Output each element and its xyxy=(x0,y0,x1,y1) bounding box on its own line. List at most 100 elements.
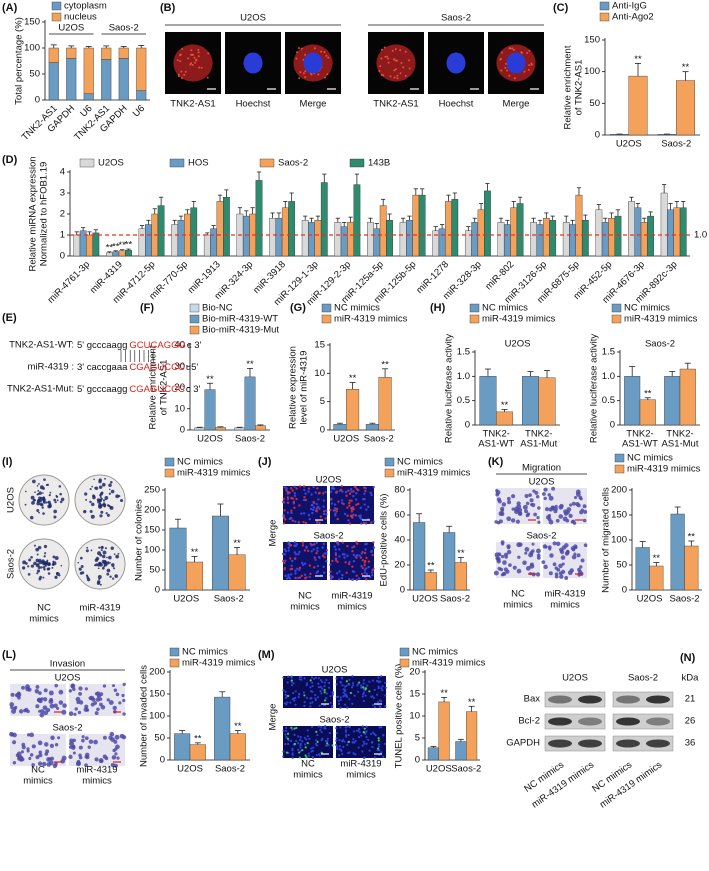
image-dot xyxy=(98,504,102,509)
error-bar xyxy=(531,217,536,223)
image-dot xyxy=(313,47,316,50)
image-dot xyxy=(371,731,375,734)
image-dot xyxy=(288,542,291,545)
image-dot xyxy=(361,750,364,753)
error-bar xyxy=(433,226,438,231)
image-dot xyxy=(297,553,300,556)
image-dot xyxy=(321,554,325,557)
legend-label: miR-4319 mimics xyxy=(412,658,486,669)
image-dot xyxy=(404,74,407,77)
image-dot xyxy=(37,489,40,492)
bar xyxy=(333,424,347,431)
significance: ** xyxy=(440,688,448,699)
image-dot xyxy=(297,47,300,50)
image-dot xyxy=(347,489,350,492)
bar xyxy=(171,224,179,257)
nucleus xyxy=(446,52,466,74)
error-bar xyxy=(172,219,177,225)
column-label: NC xyxy=(31,765,45,776)
image-dot xyxy=(384,694,387,697)
image-dot xyxy=(286,498,290,501)
y-tick-label: 0.5 xyxy=(457,395,470,406)
y-tick-label: 100 xyxy=(611,535,627,546)
image-dot xyxy=(302,512,306,515)
image-dot xyxy=(339,488,343,491)
image-dot xyxy=(287,694,290,698)
image-dot xyxy=(525,566,531,571)
image-dot xyxy=(303,573,307,576)
image-dot xyxy=(41,761,47,767)
y-tick-label: 0.5 xyxy=(602,395,615,406)
significance: ** xyxy=(206,374,214,385)
image-dot xyxy=(32,498,36,502)
image-dot xyxy=(49,743,55,749)
image-dot xyxy=(296,51,299,54)
image-dot xyxy=(570,546,576,551)
image-dot xyxy=(316,696,320,699)
image-dot xyxy=(341,740,344,743)
bar xyxy=(254,425,266,431)
image-dot xyxy=(119,733,125,739)
image-dot xyxy=(506,544,511,549)
image-dot xyxy=(42,492,44,494)
legend-label: NC mimics xyxy=(334,303,380,314)
bar xyxy=(614,215,622,257)
image-dot xyxy=(369,521,373,525)
error-bar xyxy=(596,204,601,210)
image-dot xyxy=(301,541,305,544)
significance: ** xyxy=(191,547,199,558)
image-dot xyxy=(348,726,351,729)
image-dot xyxy=(527,68,530,71)
image-dot xyxy=(291,489,294,492)
image-dot xyxy=(307,513,311,517)
image-dot xyxy=(310,747,313,750)
image-dot xyxy=(75,696,81,702)
image-dot xyxy=(307,754,310,757)
image-dot xyxy=(315,753,318,757)
image-dot xyxy=(339,726,342,729)
error-bar xyxy=(179,730,186,734)
image-dot xyxy=(407,59,410,62)
bar xyxy=(445,201,452,257)
image-dot xyxy=(345,693,348,697)
bar xyxy=(211,515,229,591)
error-bar xyxy=(439,224,445,229)
image-dot xyxy=(180,70,183,73)
image-dot xyxy=(582,504,587,509)
row-label: Saos-2 xyxy=(526,531,556,542)
legend-label: Bio-miR-4319-Mut xyxy=(202,325,279,336)
image-dot xyxy=(565,518,570,523)
bar xyxy=(516,203,524,257)
image-dot xyxy=(295,487,298,490)
image-dot xyxy=(536,516,540,520)
legend-swatch xyxy=(611,314,622,324)
image-dot xyxy=(511,507,515,511)
micrograph xyxy=(165,32,221,94)
image-dot xyxy=(89,500,92,504)
image-dot xyxy=(346,514,349,517)
image-dot xyxy=(295,543,299,546)
image-dot xyxy=(109,505,114,510)
image-dot xyxy=(541,492,546,496)
error-bar xyxy=(583,214,588,221)
image-dot xyxy=(304,521,308,525)
bar xyxy=(367,222,374,257)
image-dot xyxy=(73,712,77,716)
image-dot xyxy=(368,749,371,752)
image-dot xyxy=(294,690,297,693)
image-dot xyxy=(311,756,315,759)
error-bar xyxy=(635,63,642,77)
x-tick-label: miR-4761-3p xyxy=(46,259,93,306)
bar xyxy=(471,222,479,257)
error-bar xyxy=(446,194,451,202)
image-dot xyxy=(335,507,339,511)
error-bar xyxy=(452,192,457,200)
micrograph xyxy=(493,540,541,578)
bar xyxy=(569,224,576,257)
image-dot xyxy=(381,689,384,692)
image-dot xyxy=(375,679,379,683)
image-dot xyxy=(52,555,56,559)
image-dot xyxy=(509,47,512,50)
bar xyxy=(194,427,205,431)
image-dot xyxy=(284,743,287,746)
